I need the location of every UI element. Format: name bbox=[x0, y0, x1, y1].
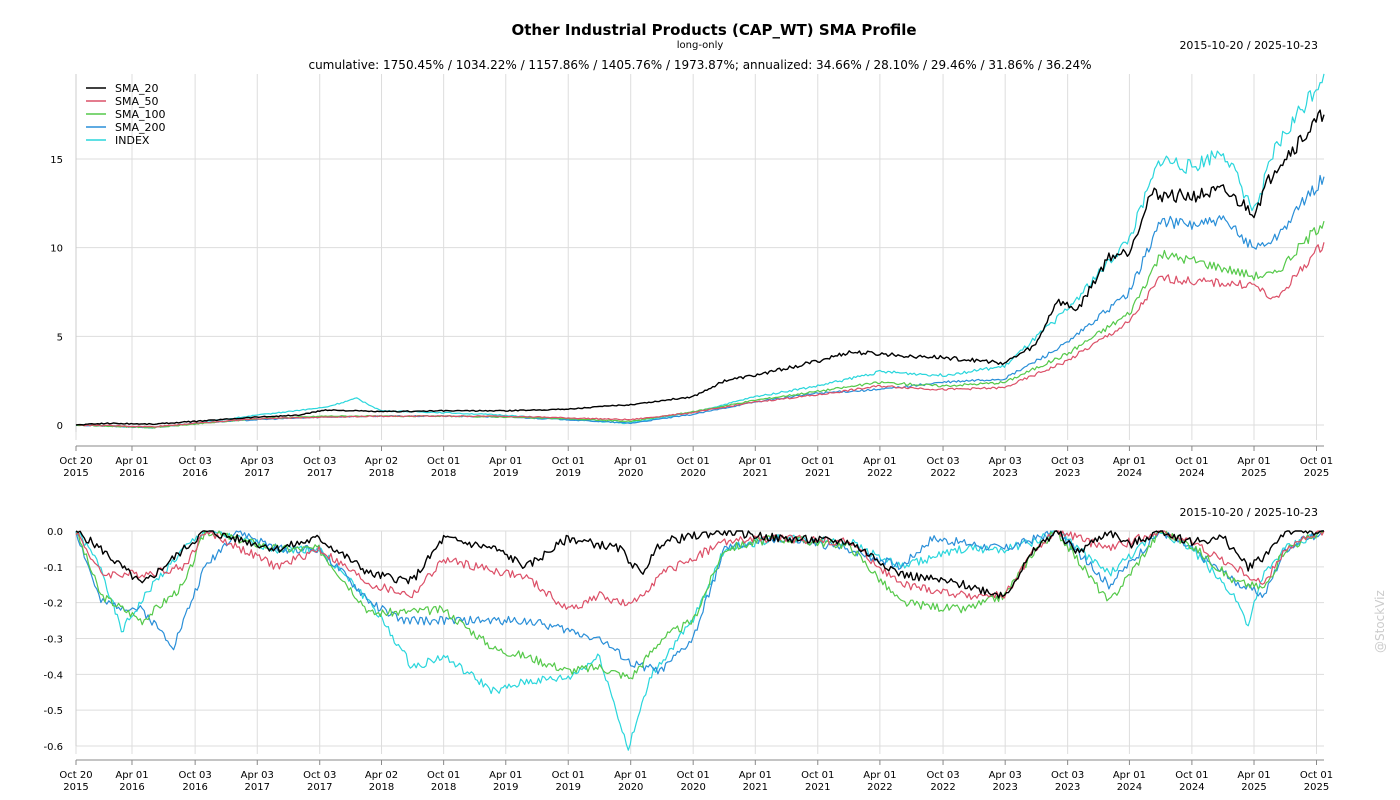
x-tick-label: Apr 01 2020 bbox=[614, 770, 647, 793]
y-tick-label: -0.6 bbox=[43, 742, 63, 753]
chart-title: Other Industrial Products (CAP_WT) SMA P… bbox=[511, 21, 916, 39]
x-tick-label: Apr 03 2023 bbox=[989, 456, 1022, 479]
drawdown-panel: Oct 20 2015 Apr 01 2016 Oct 03 2016 Apr 03 2017… bbox=[43, 527, 1333, 793]
x-tick-label: Oct 20 2015 bbox=[59, 456, 92, 479]
y-tick-label: 0 bbox=[57, 421, 63, 432]
x-tick-label: Oct 03 2017 bbox=[303, 456, 336, 479]
x-tick-label: Apr 01 2020 bbox=[614, 456, 647, 479]
x-tick-label: Apr 01 2022 bbox=[863, 456, 896, 479]
legend-label: SMA_100 bbox=[115, 108, 166, 121]
legend-label: INDEX bbox=[115, 134, 150, 147]
x-tick-label: Oct 03 2022 bbox=[926, 770, 959, 793]
y-tick-label: -0.4 bbox=[43, 670, 63, 681]
x-tick-label: Oct 01 2025 bbox=[1300, 456, 1333, 479]
x-tick-label: Oct 01 2021 bbox=[801, 456, 834, 479]
x-tick-label: Apr 01 2021 bbox=[739, 456, 772, 479]
x-tick-label: Apr 01 2016 bbox=[115, 770, 148, 793]
legend-label: SMA_50 bbox=[115, 95, 159, 108]
x-tick-label: Oct 01 2018 bbox=[427, 770, 460, 793]
y-tick-label: -0.3 bbox=[43, 635, 63, 646]
x-tick-label: Apr 01 2019 bbox=[489, 770, 522, 793]
legend-label: SMA_20 bbox=[115, 82, 159, 95]
series-line-sma-50 bbox=[75, 242, 1325, 428]
series-line-sma-200 bbox=[75, 530, 1324, 675]
x-tick-label: Apr 01 2024 bbox=[1113, 456, 1146, 479]
x-tick-label: Apr 01 2016 bbox=[115, 456, 148, 479]
series-line-index bbox=[75, 73, 1325, 429]
x-tick-label: Oct 01 2024 bbox=[1175, 770, 1208, 793]
performance-stats: cumulative: 1750.45% / 1034.22% / 1157.8… bbox=[308, 58, 1091, 72]
x-tick-label: Oct 20 2015 bbox=[59, 770, 92, 793]
x-tick-label: Apr 01 2025 bbox=[1237, 456, 1270, 479]
x-tick-label: Oct 01 2025 bbox=[1300, 770, 1333, 793]
legend-label: SMA_200 bbox=[115, 121, 166, 134]
x-tick-label: Apr 01 2024 bbox=[1113, 770, 1146, 793]
x-tick-label: Apr 01 2019 bbox=[489, 456, 522, 479]
series-line-sma-100 bbox=[75, 220, 1325, 429]
date-range-bottom: 2015-10-20 / 2025-10-23 bbox=[1179, 506, 1318, 519]
x-tick-label: Apr 02 2018 bbox=[365, 456, 398, 479]
y-tick-label: 0.0 bbox=[47, 527, 63, 538]
series-line-sma-20 bbox=[75, 530, 1324, 599]
x-tick-label: Oct 01 2021 bbox=[801, 770, 834, 793]
x-tick-label: Oct 01 2020 bbox=[677, 770, 710, 793]
y-tick-label: -0.5 bbox=[43, 706, 63, 717]
x-tick-label: Oct 01 2019 bbox=[552, 770, 585, 793]
x-tick-label: Apr 01 2022 bbox=[863, 770, 896, 793]
x-tick-label: Apr 03 2017 bbox=[241, 456, 274, 479]
x-tick-label: Apr 01 2021 bbox=[739, 770, 772, 793]
y-tick-label: -0.1 bbox=[43, 563, 63, 574]
x-tick-label: Oct 03 2022 bbox=[926, 456, 959, 479]
series-line-sma-100 bbox=[75, 530, 1325, 680]
y-tick-label: -0.2 bbox=[43, 599, 63, 610]
cumulative-return-panel: Oct 20 2015 Apr 01 2016 Oct 03 2016 Apr 03 2017… bbox=[50, 73, 1333, 479]
x-tick-label: Apr 03 2017 bbox=[241, 770, 274, 793]
x-tick-label: Oct 03 2023 bbox=[1051, 770, 1084, 793]
series-line-sma-20 bbox=[75, 109, 1325, 426]
y-tick-label: 15 bbox=[50, 155, 63, 166]
y-tick-label: 10 bbox=[50, 244, 63, 255]
series-line-sma-50 bbox=[75, 530, 1325, 610]
x-tick-label: Oct 01 2020 bbox=[677, 456, 710, 479]
date-range-top: 2015-10-20 / 2025-10-23 bbox=[1179, 39, 1318, 52]
y-tick-label: 5 bbox=[57, 332, 63, 343]
x-tick-label: Apr 02 2018 bbox=[365, 770, 398, 793]
x-tick-label: Apr 01 2025 bbox=[1237, 770, 1270, 793]
x-tick-label: Oct 03 2016 bbox=[179, 770, 212, 793]
series-line-index bbox=[75, 530, 1324, 751]
x-tick-label: Oct 03 2023 bbox=[1051, 456, 1084, 479]
x-tick-label: Oct 01 2018 bbox=[427, 456, 460, 479]
x-tick-label: Apr 03 2023 bbox=[989, 770, 1022, 793]
x-tick-label: Oct 03 2017 bbox=[303, 770, 336, 793]
x-tick-label: Oct 01 2024 bbox=[1175, 456, 1208, 479]
x-tick-label: Oct 03 2016 bbox=[179, 456, 212, 479]
watermark: @StockViz bbox=[1373, 590, 1387, 653]
x-tick-label: Oct 01 2019 bbox=[552, 456, 585, 479]
chart-subtitle: long-only bbox=[677, 40, 724, 51]
